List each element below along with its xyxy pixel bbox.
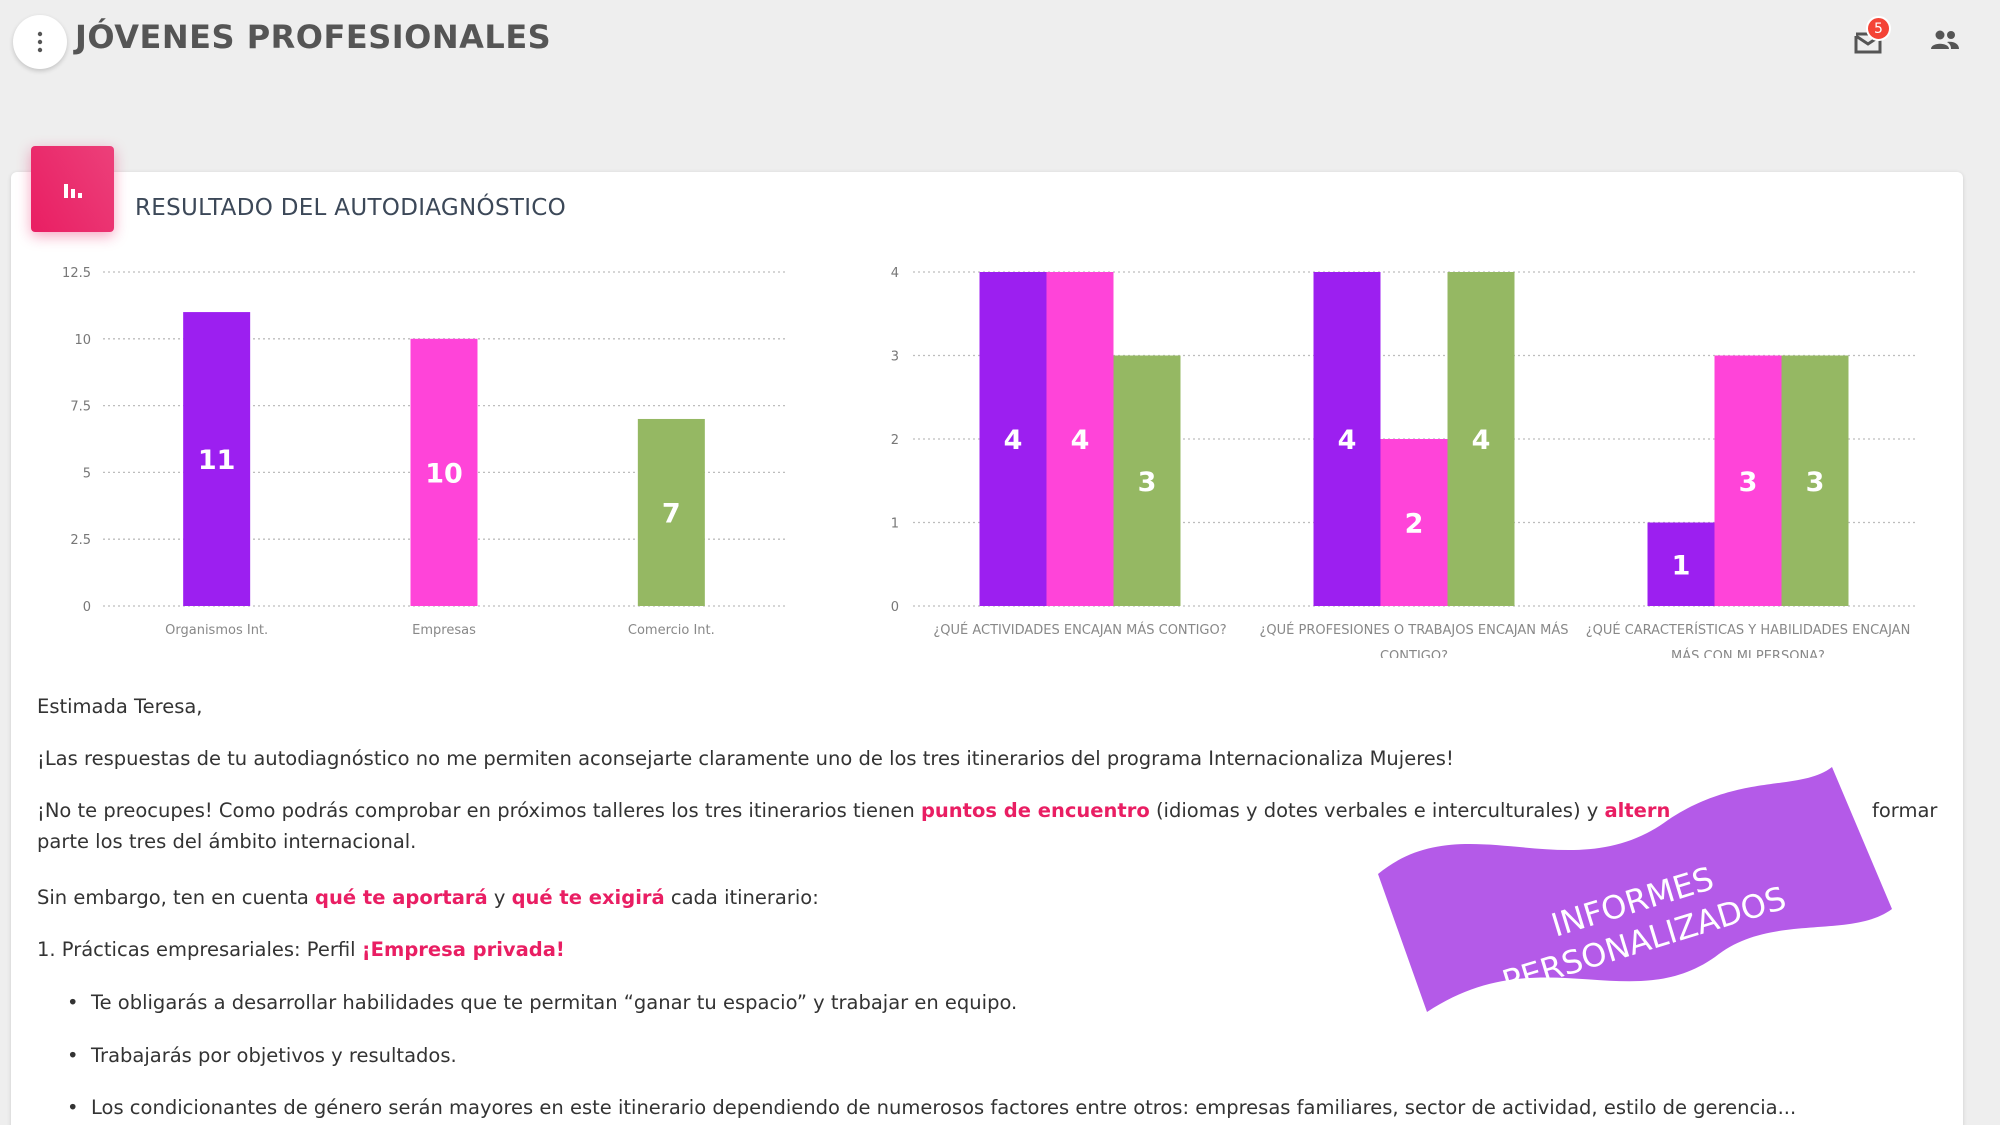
x-tick-label: ¿QUÉ CARACTERÍSTICAS Y HABILIDADES ENCAJ… (1586, 622, 1911, 638)
y-tick-label: 7.5 (70, 400, 91, 415)
bullet-item: Trabajarás por objetivos y resultados. (37, 1044, 457, 1067)
paragraph-2: ¡No te preocupes! Como podrás comprobar … (37, 799, 1938, 822)
bar (637, 418, 705, 606)
bar-value-label: 3 (1806, 467, 1825, 498)
y-tick-label: 12.5 (62, 266, 91, 281)
card-title: RESULTADO DEL AUTODIAGNÓSTICO (135, 195, 567, 221)
paragraph-2-line-2: parte los tres del ámbito internacional. (37, 830, 417, 853)
bar-value-label: 4 (1071, 425, 1090, 456)
page-title: JÓVENES PROFESIONALES (75, 18, 552, 56)
x-tick-label: ¿QUÉ ACTIVIDADES ENCAJAN MÁS CONTIGO? (933, 622, 1226, 638)
bar (1447, 272, 1515, 606)
bullet-item: Los condicionantes de género serán mayor… (37, 1096, 1796, 1119)
notification-badge: 5 (1866, 16, 1891, 41)
promo-banner: INFORMES PERSONALIZADOS (1370, 762, 1900, 1017)
y-tick-label: 5 (83, 466, 91, 481)
bar (1313, 272, 1381, 606)
bullet-item: Te obligarás a desarrollar habilidades q… (37, 991, 1017, 1014)
itinerary-1-heading: 1. Prácticas empresariales: Perfil ¡Empr… (37, 938, 565, 961)
x-tick-label: CONTIGO? (1380, 649, 1448, 658)
more-menu-button[interactable] (13, 15, 67, 69)
itinerary-score-chart: 0 2.5 5 7.5 10 12.5 11 Organismos Int. 10 Empresa… (45, 248, 800, 657)
bar-value-label: 1 (1672, 550, 1691, 581)
x-tick-label: MÁS CON MI PERSONA? (1671, 648, 1825, 658)
bar-value-label: 4 (1472, 425, 1491, 456)
bar-value-label: 3 (1739, 467, 1758, 498)
y-tick-label: 2.5 (70, 533, 91, 548)
y-tick-label: 0 (891, 600, 899, 615)
bar-value-label: 4 (1338, 425, 1357, 456)
bar-value-label: 3 (1138, 467, 1157, 498)
bar (1714, 355, 1782, 606)
x-tick-label: ¿QUÉ PROFESIONES O TRABAJOS ENCAJAN MÁS (1259, 622, 1568, 638)
y-tick-label: 4 (891, 266, 899, 281)
bar-value-label: 11 (198, 445, 236, 476)
x-tick-label: Organismos Int. (165, 623, 268, 638)
bar-value-label: 4 (1004, 425, 1023, 456)
questions-score-chart: 0 1 2 3 4 4 4 3 ¿QUÉ ACTIVIDADES ENCAJAN MÁS CON… (880, 248, 1930, 664)
bar-chart-icon (63, 184, 82, 198)
y-tick-label: 0 (83, 600, 91, 615)
bar (1046, 272, 1114, 606)
bar (979, 272, 1047, 606)
y-tick-label: 1 (891, 517, 899, 532)
paragraph-3: Sin embargo, ten en cuenta qué te aporta… (37, 886, 819, 909)
bar (410, 338, 478, 606)
more-vert-icon (37, 31, 43, 53)
bar (1380, 439, 1448, 606)
x-tick-label: Empresas (412, 623, 476, 638)
mail-button[interactable]: 5 (1852, 16, 1891, 60)
bar (1113, 355, 1181, 606)
bar-value-label: 2 (1405, 509, 1424, 540)
bar-value-label: 7 (662, 498, 681, 529)
y-tick-label: 3 (891, 350, 899, 365)
people-icon (1931, 30, 1959, 49)
chart-icon-badge (31, 146, 114, 232)
y-tick-label: 10 (74, 333, 91, 348)
people-button[interactable] (1930, 28, 1960, 52)
y-tick-label: 2 (891, 433, 899, 448)
bar (183, 312, 251, 606)
bar-value-label: 10 (425, 458, 463, 489)
x-tick-label: Comercio Int. (628, 623, 715, 638)
greeting: Estimada Teresa, (37, 695, 203, 718)
bar (1647, 522, 1715, 606)
paragraph-1: ¡Las respuestas de tu autodiagnóstico no… (37, 747, 1454, 770)
bar (1781, 355, 1849, 606)
